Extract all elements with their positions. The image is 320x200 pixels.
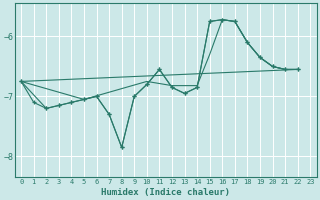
X-axis label: Humidex (Indice chaleur): Humidex (Indice chaleur) <box>101 188 230 197</box>
